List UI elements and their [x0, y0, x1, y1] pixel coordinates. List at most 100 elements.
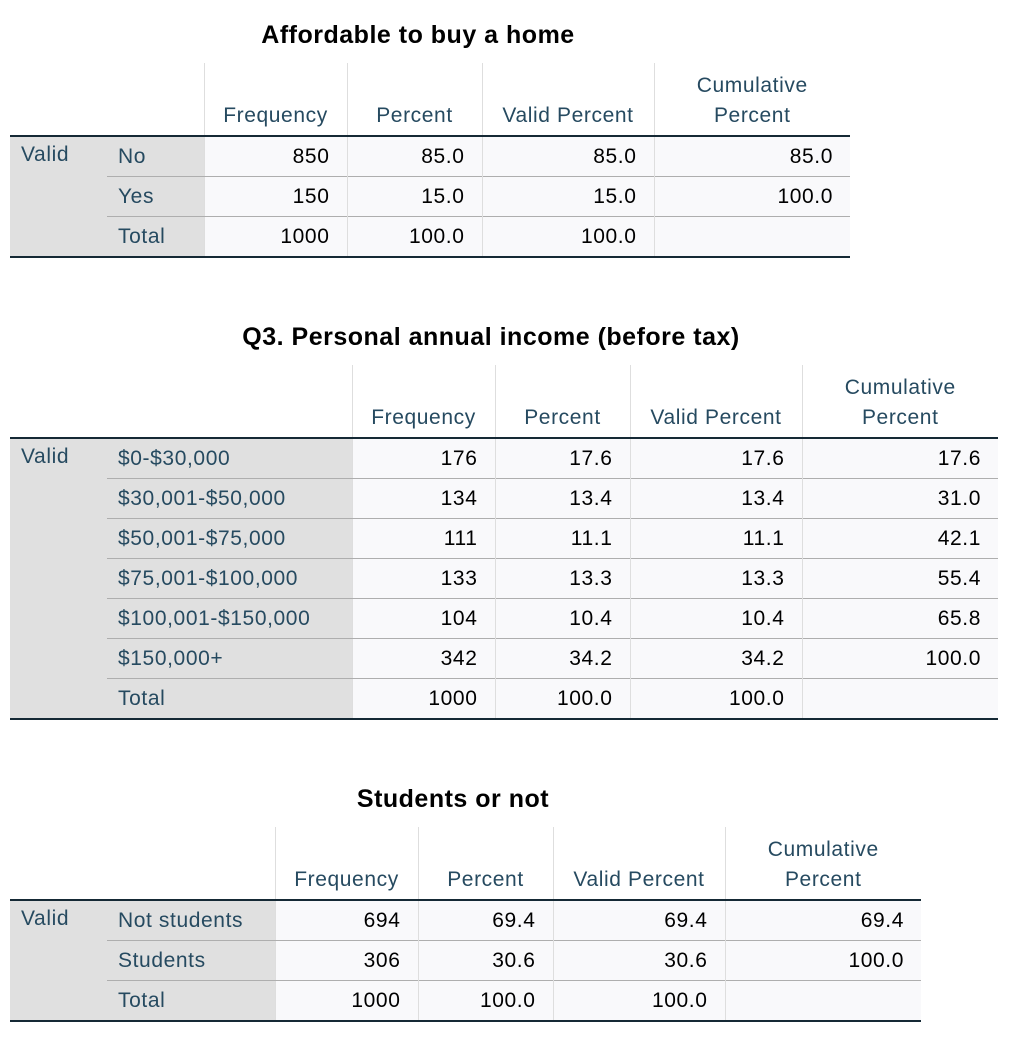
header-frequency: Frequency — [274, 827, 418, 900]
header-valid-percent: Valid Percent — [481, 63, 654, 136]
header-cumulative-line1: Cumulative — [696, 74, 808, 97]
header-corner — [10, 827, 275, 900]
table-row: Valid $0-$30,000 176 17.6 17.6 17.6 — [10, 438, 998, 719]
cell-cumulative-percent: 85.0 — [653, 136, 850, 177]
header-row: Frequency Percent Valid Percent Cumulative P… — [10, 63, 850, 136]
cell-frequency: 694 — [274, 900, 418, 941]
table-row: $100,001-$150,000 104 10.4 10.4 65.8 — [10, 598, 998, 639]
cell-valid-percent: 100.0 — [481, 216, 654, 257]
cell-valid-percent: 17.6 — [629, 438, 802, 479]
header-frequency: Frequency — [203, 63, 347, 136]
cell-percent: 30.6 — [417, 940, 553, 981]
cell-valid-percent: 10.4 — [629, 598, 802, 639]
cell-percent: 13.3 — [494, 558, 630, 599]
cell-cumulative-percent: 65.8 — [801, 598, 998, 639]
cell-cumulative-percent — [724, 980, 921, 1021]
table-title: Students or not — [356, 785, 550, 813]
row-label: Total — [107, 216, 204, 257]
header-cumulative-line2: Percent — [713, 104, 791, 127]
cell-percent: 10.4 — [494, 598, 630, 639]
total-row: Total 1000 100.0 100.0 — [10, 980, 921, 1021]
cell-valid-percent: 13.4 — [629, 478, 802, 519]
cell-frequency: 1000 — [351, 678, 495, 719]
cell-cumulative-percent: 31.0 — [801, 478, 998, 519]
cell-percent: 11.1 — [494, 518, 630, 559]
header-cumulative-line1: Cumulative — [844, 376, 956, 399]
cell-percent: 85.0 — [346, 136, 482, 177]
total-row: Total 1000 100.0 100.0 — [10, 678, 998, 719]
row-label: $100,001-$150,000 — [107, 598, 352, 639]
cell-valid-percent: 100.0 — [552, 980, 725, 1021]
table-row: Valid No 850 85.0 85.0 85.0 — [10, 136, 850, 257]
cell-percent: 100.0 — [346, 216, 482, 257]
cell-percent: 13.4 — [494, 478, 630, 519]
cell-frequency: 306 — [274, 940, 418, 981]
header-cumulative-percent: Cumulative Percent — [724, 827, 921, 900]
cell-cumulative-percent — [653, 216, 850, 257]
header-frequency: Frequency — [351, 365, 495, 438]
header-valid-percent: Valid Percent — [552, 827, 725, 900]
cell-percent: 34.2 — [494, 638, 630, 679]
row-label: $75,001-$100,000 — [107, 558, 352, 599]
cell-percent: 100.0 — [417, 980, 553, 1021]
cell-valid-percent: 11.1 — [629, 518, 802, 559]
table-row: $30,001-$50,000 134 13.4 13.4 31.0 — [10, 478, 998, 519]
cell-frequency: 111 — [351, 518, 495, 559]
cell-frequency: 104 — [351, 598, 495, 639]
cell-valid-percent: 34.2 — [629, 638, 802, 679]
cell-frequency: 176 — [351, 438, 495, 479]
cell-cumulative-percent: 100.0 — [801, 638, 998, 679]
header-cumulative-percent: Cumulative Percent — [801, 365, 998, 438]
cell-percent: 17.6 — [494, 438, 630, 479]
row-label: $0-$30,000 — [107, 438, 352, 479]
cell-frequency: 134 — [351, 478, 495, 519]
cell-cumulative-percent: 69.4 — [724, 900, 921, 941]
frequency-table: Frequency Percent Valid Percent Cumulative P… — [10, 365, 998, 720]
table-row: Students 306 30.6 30.6 100.0 — [10, 940, 921, 981]
cell-frequency: 1000 — [274, 980, 418, 1021]
cell-frequency: 342 — [351, 638, 495, 679]
group-label: Valid — [10, 438, 107, 719]
cell-percent: 100.0 — [494, 678, 630, 719]
cell-percent: 15.0 — [346, 176, 482, 217]
cell-frequency: 850 — [203, 136, 347, 177]
cell-valid-percent: 13.3 — [629, 558, 802, 599]
row-label: Total — [107, 678, 352, 719]
cell-percent: 69.4 — [417, 900, 553, 941]
header-corner — [10, 63, 204, 136]
cell-valid-percent: 15.0 — [481, 176, 654, 217]
row-label: $150,000+ — [107, 638, 352, 679]
cell-frequency: 150 — [203, 176, 347, 217]
cell-valid-percent: 30.6 — [552, 940, 725, 981]
header-cumulative-line1: Cumulative — [767, 838, 879, 861]
cell-cumulative-percent: 17.6 — [801, 438, 998, 479]
row-label: No — [107, 136, 204, 177]
table-title: Q3. Personal annual income (before tax) — [242, 323, 740, 351]
table-row: Valid Not students 694 69.4 69.4 69.4 — [10, 900, 921, 1021]
table-title: Affordable to buy a home — [261, 21, 575, 49]
row-label: Students — [107, 940, 275, 981]
cell-cumulative-percent: 100.0 — [653, 176, 850, 217]
header-cumulative-percent: Cumulative Percent — [653, 63, 850, 136]
row-label: Not students — [107, 900, 275, 941]
table-row: Yes 150 15.0 15.0 100.0 — [10, 176, 850, 217]
header-valid-percent: Valid Percent — [629, 365, 802, 438]
header-row: Frequency Percent Valid Percent Cumulative P… — [10, 827, 921, 900]
header-percent: Percent — [346, 63, 482, 136]
header-percent: Percent — [417, 827, 553, 900]
row-label: Total — [107, 980, 275, 1021]
cell-cumulative-percent: 55.4 — [801, 558, 998, 599]
cell-frequency: 1000 — [203, 216, 347, 257]
group-label: Valid — [10, 900, 107, 1021]
header-corner — [10, 365, 352, 438]
group-label: Valid — [10, 136, 107, 257]
table-row: $75,001-$100,000 133 13.3 13.3 55.4 — [10, 558, 998, 599]
frequency-table: Frequency Percent Valid Percent Cumulative P… — [10, 827, 921, 1022]
cell-cumulative-percent: 100.0 — [724, 940, 921, 981]
table-row: $50,001-$75,000 111 11.1 11.1 42.1 — [10, 518, 998, 559]
cell-valid-percent: 69.4 — [552, 900, 725, 941]
header-cumulative-line2: Percent — [784, 868, 862, 891]
cell-valid-percent: 100.0 — [629, 678, 802, 719]
cell-cumulative-percent — [801, 678, 998, 719]
cell-valid-percent: 85.0 — [481, 136, 654, 177]
